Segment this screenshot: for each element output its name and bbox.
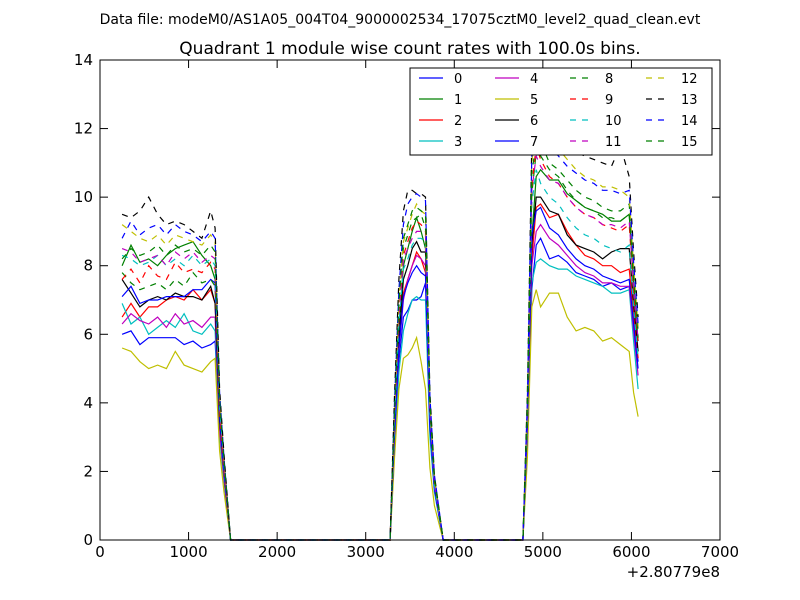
y-tick-label: 4: [83, 394, 93, 412]
series-line-15: [121, 142, 639, 541]
series-line-13: [121, 99, 639, 541]
series-line-12: [121, 120, 639, 541]
y-tick-label: 14: [74, 51, 93, 69]
legend-label-3: 3: [454, 135, 462, 150]
y-tick-label: 8: [83, 257, 93, 275]
legend-label-8: 8: [605, 72, 613, 87]
series-line-9: [121, 145, 639, 541]
series-layer: [121, 99, 639, 541]
y-tick-label: 0: [83, 531, 93, 549]
series-line-3: [121, 258, 639, 541]
y-tick-label: 6: [83, 325, 93, 343]
series-line-1: [121, 168, 639, 541]
legend-label-15: 15: [681, 135, 698, 150]
x-tick-label: 0: [95, 543, 105, 561]
legend-label-11: 11: [605, 135, 622, 150]
x-tick-label: 7000: [701, 543, 739, 561]
legend-label-7: 7: [530, 135, 538, 150]
series-line-0: [121, 237, 639, 541]
x-tick-label: 6000: [612, 543, 650, 561]
series-line-2: [121, 203, 639, 541]
legend-label-5: 5: [530, 93, 538, 108]
plot-frame: [99, 59, 721, 541]
x-tick-label: 2000: [258, 543, 296, 561]
legend-label-14: 14: [681, 114, 698, 129]
x-tick-label: 5000: [524, 543, 562, 561]
legend-label-1: 1: [454, 93, 462, 108]
legend-label-12: 12: [681, 72, 698, 87]
y-tick-label: 2: [83, 462, 93, 480]
x-tick-label: 1000: [169, 543, 207, 561]
series-line-6: [121, 196, 639, 541]
legend-label-10: 10: [605, 114, 622, 129]
legend-label-9: 9: [605, 93, 613, 108]
legend-label-0: 0: [454, 72, 462, 87]
series-line-14: [121, 119, 639, 541]
y-tick-label: 12: [74, 120, 93, 138]
series-line-7: [121, 206, 639, 541]
legend-label-13: 13: [681, 93, 698, 108]
suptitle: Data file: modeM0/AS1A05_004T04_90000025…: [100, 12, 701, 28]
x-offset-label: +2.80779e8: [627, 563, 720, 581]
x-tick-label: 4000: [435, 543, 473, 561]
series-line-5: [121, 289, 639, 541]
y-tick-label: 10: [74, 188, 93, 206]
series-line-10: [121, 169, 639, 541]
series-line-11: [121, 153, 639, 541]
legend-label-6: 6: [530, 114, 538, 129]
series-line-4: [121, 223, 639, 541]
x-tick-label: 3000: [347, 543, 385, 561]
legend-label-4: 4: [530, 72, 538, 87]
legend-label-2: 2: [454, 114, 462, 129]
series-line-8: [121, 140, 639, 541]
chart-title: Quadrant 1 module wise count rates with …: [179, 39, 640, 59]
